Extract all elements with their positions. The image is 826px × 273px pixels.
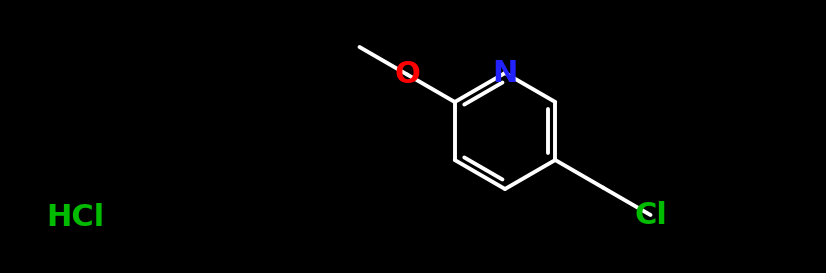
- Text: O: O: [394, 60, 420, 89]
- Text: N: N: [492, 58, 518, 88]
- Text: Cl: Cl: [634, 200, 667, 230]
- Text: HCl: HCl: [46, 203, 104, 233]
